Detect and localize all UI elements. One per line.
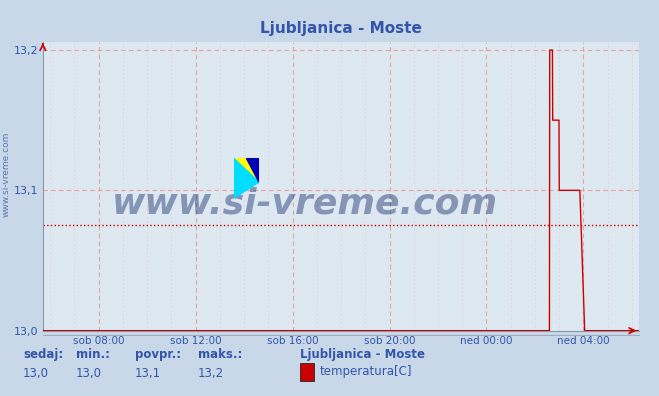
- Text: Ljubljanica - Moste: Ljubljanica - Moste: [300, 348, 425, 362]
- Text: 13,0: 13,0: [23, 367, 49, 380]
- Text: 13,0: 13,0: [76, 367, 101, 380]
- Polygon shape: [246, 158, 259, 182]
- Text: 13,1: 13,1: [135, 367, 161, 380]
- Polygon shape: [234, 158, 259, 198]
- Text: 13,2: 13,2: [198, 367, 224, 380]
- Text: min.:: min.:: [76, 348, 110, 362]
- Title: Ljubljanica - Moste: Ljubljanica - Moste: [260, 21, 422, 36]
- Text: povpr.:: povpr.:: [135, 348, 181, 362]
- Text: www.si-vreme.com: www.si-vreme.com: [112, 187, 498, 221]
- Text: sedaj:: sedaj:: [23, 348, 63, 362]
- Text: temperatura[C]: temperatura[C]: [320, 365, 412, 378]
- Text: www.si-vreme.com: www.si-vreme.com: [2, 131, 11, 217]
- Polygon shape: [234, 158, 259, 182]
- Text: maks.:: maks.:: [198, 348, 242, 362]
